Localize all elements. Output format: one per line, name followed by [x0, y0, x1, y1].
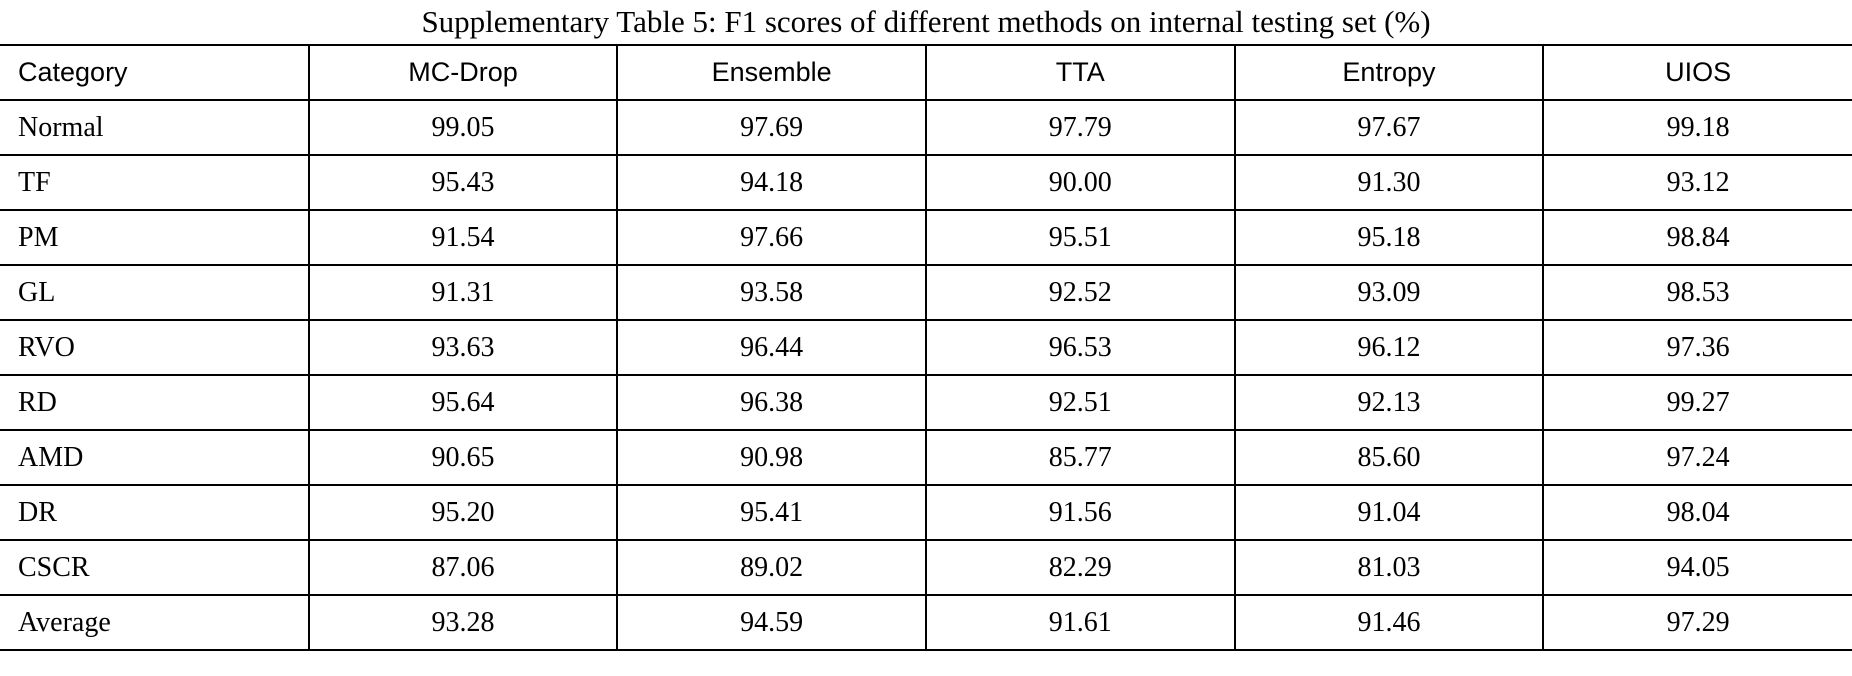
- table-cell: CSCR: [0, 539, 310, 596]
- table-cell: 95.51: [924, 209, 1236, 266]
- header-cell: TTA: [924, 44, 1236, 101]
- table-cell: 95.18: [1233, 209, 1545, 266]
- table-title: Supplementary Table 5: F1 scores of diff…: [421, 4, 1431, 39]
- table-cell: 97.79: [924, 99, 1236, 156]
- table-cell: 91.30: [1233, 154, 1545, 211]
- table-cell: 97.67: [1233, 99, 1545, 156]
- table-cell: GL: [0, 264, 310, 321]
- table-cell: 93.63: [307, 319, 619, 376]
- table-cell: 85.77: [924, 429, 1236, 486]
- header-cell: Ensemble: [616, 44, 927, 101]
- table-cell: 90.00: [924, 154, 1236, 211]
- table-row: AMD 90.65 90.98 85.77 85.60 97.24: [0, 429, 1852, 486]
- table-cell: 99.27: [1542, 374, 1852, 431]
- table-cell: 93.12: [1542, 154, 1852, 211]
- table-cell: 99.18: [1542, 99, 1852, 156]
- table-cell: 98.53: [1542, 264, 1852, 321]
- table-cell: 89.02: [616, 539, 927, 596]
- table-cell: 94.59: [616, 594, 927, 651]
- table-cell: 92.52: [924, 264, 1236, 321]
- table-cell: 90.98: [616, 429, 927, 486]
- table-cell: 95.20: [307, 484, 619, 541]
- table-cell: 97.66: [616, 209, 927, 266]
- table-cell: 97.36: [1542, 319, 1852, 376]
- table-cell: TF: [0, 154, 310, 211]
- table-cell: 91.56: [924, 484, 1236, 541]
- table-cell: 91.61: [924, 594, 1236, 651]
- table-cell: 91.54: [307, 209, 619, 266]
- table-cell: 92.51: [924, 374, 1236, 431]
- table-cell: 99.05: [307, 99, 619, 156]
- table-cell: 94.18: [616, 154, 927, 211]
- table-cell: 93.09: [1233, 264, 1545, 321]
- table-row: Normal 99.05 97.69 97.79 97.67 99.18: [0, 99, 1852, 156]
- table-cell: 93.58: [616, 264, 927, 321]
- table-row: GL 91.31 93.58 92.52 93.09 98.53: [0, 264, 1852, 321]
- table-cell: 87.06: [307, 539, 619, 596]
- table-row: Average 93.28 94.59 91.61 91.46 97.29: [0, 594, 1852, 651]
- table-cell: AMD: [0, 429, 310, 486]
- table-cell: DR: [0, 484, 310, 541]
- table-row: PM 91.54 97.66 95.51 95.18 98.84: [0, 209, 1852, 266]
- table-cell: PM: [0, 209, 310, 266]
- table-cell: 97.24: [1542, 429, 1852, 486]
- table-cell: 85.60: [1233, 429, 1545, 486]
- table-cell: 98.04: [1542, 484, 1852, 541]
- table-cell: 92.13: [1233, 374, 1545, 431]
- table-cell: 95.41: [616, 484, 927, 541]
- table-cell: Normal: [0, 99, 310, 156]
- table-row: RD 95.64 96.38 92.51 92.13 99.27: [0, 374, 1852, 431]
- table-cell: 96.44: [616, 319, 927, 376]
- header-cell: MC-Drop: [307, 44, 619, 101]
- table-cell: 95.43: [307, 154, 619, 211]
- table-cell: 82.29: [924, 539, 1236, 596]
- table-row: Category MC-Drop Ensemble TTA Entropy UIOS: [0, 44, 1852, 101]
- table-row: TF 95.43 94.18 90.00 91.30 93.12: [0, 154, 1852, 211]
- table-cell: 96.53: [924, 319, 1236, 376]
- table-row: CSCR 87.06 89.02 82.29 81.03 94.05: [0, 539, 1852, 596]
- table-cell: 94.05: [1542, 539, 1852, 596]
- table-cell: 98.84: [1542, 209, 1852, 266]
- table-cell: 91.46: [1233, 594, 1545, 651]
- table-cell: 96.38: [616, 374, 927, 431]
- header-cell: Category: [0, 44, 310, 101]
- table-cell: 81.03: [1233, 539, 1545, 596]
- header-cell: UIOS: [1542, 44, 1852, 101]
- table-row: RVO 93.63 96.44 96.53 96.12 97.36: [0, 319, 1852, 376]
- data-table: Category MC-Drop Ensemble TTA Entropy UIOS Nor…: [0, 44, 1852, 651]
- table-row: DR 95.20 95.41 91.56 91.04 98.04: [0, 484, 1852, 541]
- header-cell: Entropy: [1233, 44, 1545, 101]
- table-cell: RVO: [0, 319, 310, 376]
- table-cell: 93.28: [307, 594, 619, 651]
- table-cell: 95.64: [307, 374, 619, 431]
- table-cell: Average: [0, 594, 310, 651]
- table-cell: 91.04: [1233, 484, 1545, 541]
- table-cell: RD: [0, 374, 310, 431]
- table-cell: 96.12: [1233, 319, 1545, 376]
- table-cell: 97.29: [1542, 594, 1852, 651]
- table-cell: 97.69: [616, 99, 927, 156]
- table-cell: 91.31: [307, 264, 619, 321]
- table-cell: 90.65: [307, 429, 619, 486]
